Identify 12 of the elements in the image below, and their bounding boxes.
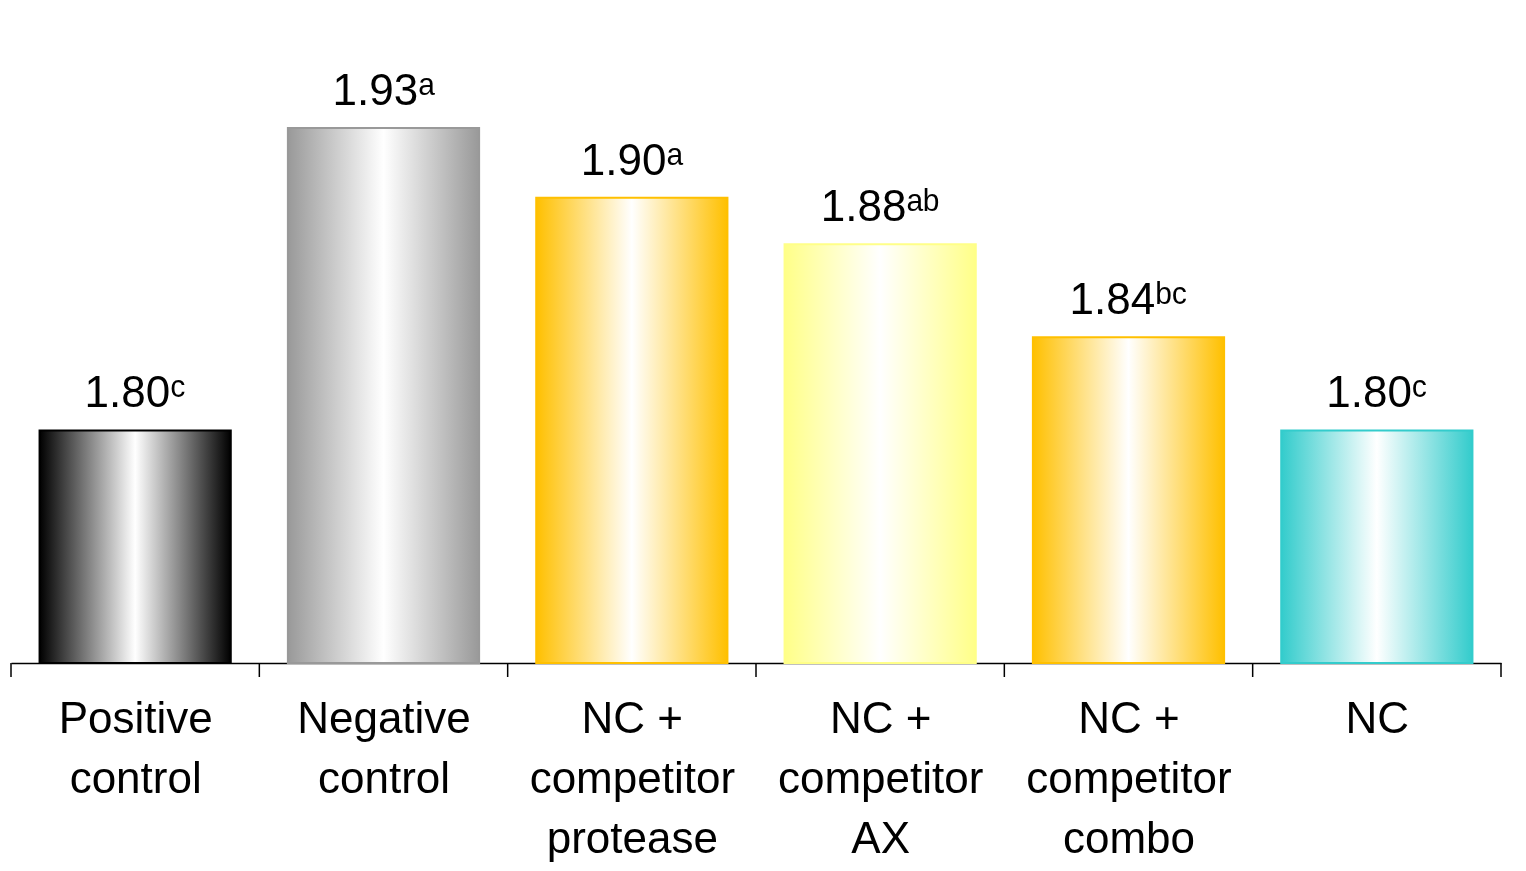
data-label: 1.80ᶜ — [1326, 367, 1428, 417]
x-tick-label: NC + competitor AX — [777, 692, 984, 862]
data-label: 1.93ᵃ — [332, 65, 436, 114]
x-tick-label: NC — [1345, 692, 1410, 742]
x-tick-label: Positive control — [58, 692, 213, 802]
data-label: 1.84ᵇᶜ — [1069, 274, 1188, 324]
data-label: 1.90ᵃ — [580, 134, 684, 184]
x-tick-label: Negative control — [297, 692, 471, 802]
data-label: 1.80ᶜ — [84, 367, 186, 417]
x-tick-label: NC + competitor combo — [1026, 692, 1232, 862]
x-tick-label: NC + competitor protease — [529, 692, 736, 862]
data-label: 1.88ᵃᵇ — [820, 181, 940, 231]
